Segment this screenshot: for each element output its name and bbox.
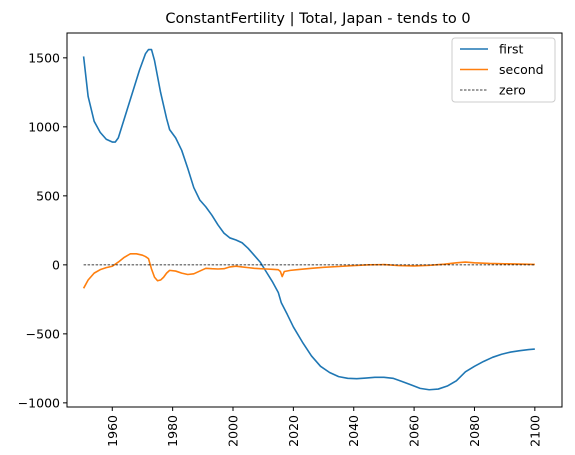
x-tick-label: 2040 [346,415,361,447]
x-tick-label: 2100 [527,415,542,447]
series-line-first [82,48,535,391]
y-tick-label: −1000 [18,395,60,410]
y-axis: −1000 −500 0 500 1000 1500 [18,50,67,410]
x-tick-label: 2020 [286,415,301,447]
plot-frame [66,32,563,408]
x-tick-label: 2060 [407,415,422,447]
x-tick-label: 1980 [165,415,180,447]
y-tick-label: 0 [52,257,60,272]
legend-label-second: second [499,62,544,77]
x-tick-label: 2000 [226,415,241,447]
legend-label-first: first [499,42,524,57]
x-tick-label: 2080 [467,415,482,447]
legend-box [451,37,556,103]
y-tick-label: −500 [26,326,60,341]
series-line-second [82,253,535,289]
legend-label-zero: zero [499,83,526,98]
x-tick-label: 1960 [105,415,120,447]
y-tick-label: 1500 [28,50,60,65]
x-axis: 1960 1980 2000 2020 2040 2060 2080 2100 [105,407,542,447]
y-tick-label: 1000 [28,119,60,134]
chart-title: ConstantFertility | Total, Japan - tends… [165,11,470,27]
y-tick-label: 500 [36,188,60,203]
plot-area [82,48,535,391]
legend: first second zero [451,37,556,103]
